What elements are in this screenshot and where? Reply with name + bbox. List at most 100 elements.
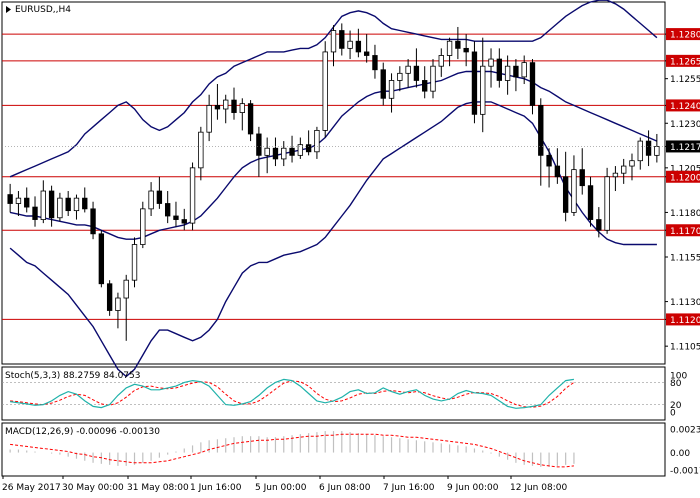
candle-body bbox=[272, 147, 279, 160]
candle-body bbox=[140, 208, 146, 245]
candle-body bbox=[422, 80, 428, 92]
candle-body bbox=[206, 105, 212, 133]
stoch-label: Stoch(5,3,3) 88.2759 84.0753 bbox=[5, 371, 140, 381]
time-axis-label: 1 Jun 16:00 bbox=[190, 483, 242, 493]
candle-body bbox=[82, 197, 88, 210]
candle-body bbox=[562, 176, 569, 213]
candle-body bbox=[363, 51, 370, 56]
price-axis-label: 1.1180 bbox=[670, 209, 700, 219]
time-axis-label: 9 Jun 00:00 bbox=[447, 483, 499, 493]
price-panel-frame bbox=[1, 1, 666, 365]
candle-body bbox=[173, 215, 179, 220]
candle-body bbox=[488, 58, 494, 67]
macd-axis-label: -0.0017 bbox=[670, 466, 700, 476]
candle-body bbox=[521, 62, 527, 78]
candle-body bbox=[15, 197, 22, 204]
level-label-bg bbox=[666, 28, 700, 41]
candle-body bbox=[579, 169, 585, 187]
candle-body bbox=[629, 160, 635, 167]
time-axis-label: 5 Jun 00:00 bbox=[255, 483, 307, 493]
time-axis-label: 30 May 00:00 bbox=[62, 483, 124, 493]
stoch-main-line bbox=[10, 378, 574, 409]
candle-body bbox=[264, 147, 270, 156]
candle-body bbox=[496, 58, 503, 81]
stoch-panel-frame bbox=[1, 366, 666, 421]
time-axis-label: 26 May 2017 bbox=[2, 483, 61, 493]
candle-body bbox=[587, 185, 594, 220]
stoch-axis-label: 20 bbox=[670, 401, 682, 411]
price-axis-label: 1.1255 bbox=[670, 75, 700, 85]
level-label-bg bbox=[666, 54, 700, 67]
price-axis-label: 1.1130 bbox=[670, 298, 700, 308]
candle-body bbox=[455, 40, 461, 49]
candle-body bbox=[612, 172, 619, 178]
candle-body bbox=[24, 197, 30, 208]
time-axis-label: 31 May 08:00 bbox=[127, 483, 189, 493]
candle-body bbox=[372, 55, 378, 71]
candle-body bbox=[413, 65, 420, 81]
candle-body bbox=[7, 194, 13, 204]
level-price-label: 1.1280 bbox=[670, 31, 700, 41]
candle-body bbox=[463, 47, 469, 53]
candle-body bbox=[438, 55, 444, 67]
price-axis-label: 1.1105 bbox=[670, 343, 700, 353]
current-price-label: 1.1217 bbox=[670, 143, 700, 153]
stoch-axis-label: 100 bbox=[670, 372, 687, 382]
candle-body bbox=[430, 65, 436, 92]
macd-axis-label: 0.00 bbox=[670, 449, 690, 459]
candle-body bbox=[380, 69, 386, 99]
level-price-label: 1.1240 bbox=[670, 102, 700, 112]
candle-body bbox=[297, 144, 304, 156]
candle-body bbox=[289, 147, 295, 156]
candle-body bbox=[480, 65, 486, 115]
symbol-marker-icon bbox=[6, 6, 11, 13]
stoch-signal-line bbox=[10, 380, 575, 408]
candle-body bbox=[446, 40, 453, 56]
candle-body bbox=[397, 72, 403, 81]
candle-body bbox=[571, 169, 577, 213]
candle-body bbox=[281, 147, 287, 160]
level-price-label: 1.1200 bbox=[670, 173, 700, 183]
candle-body bbox=[181, 219, 187, 224]
level-label-bg bbox=[666, 224, 700, 237]
candle-body bbox=[164, 203, 171, 217]
candle-body bbox=[355, 40, 362, 53]
time-axis-label: 6 Jun 08:00 bbox=[319, 483, 371, 493]
candle-body bbox=[90, 208, 96, 235]
candle-body bbox=[405, 65, 411, 74]
candle-body bbox=[98, 233, 105, 285]
candle-body bbox=[305, 144, 312, 153]
candle-body bbox=[596, 219, 602, 231]
candle-body bbox=[189, 167, 196, 224]
time-axis-label: 7 Jun 16:00 bbox=[383, 483, 435, 493]
macd-signal-line bbox=[10, 433, 574, 468]
candle-body bbox=[40, 190, 46, 220]
price-axis-label: 1.1155 bbox=[670, 254, 700, 264]
candle-body bbox=[554, 165, 561, 178]
price-axis-label: 1.1205 bbox=[670, 164, 700, 174]
candle-body bbox=[48, 190, 55, 219]
candle-body bbox=[256, 133, 262, 156]
candle-body bbox=[32, 206, 38, 220]
candle-body bbox=[604, 176, 610, 231]
candle-body bbox=[347, 40, 353, 49]
candle-body bbox=[637, 140, 643, 162]
candle-body bbox=[322, 51, 328, 131]
candle-body bbox=[314, 129, 320, 153]
candle-body bbox=[65, 197, 71, 212]
candle-body bbox=[645, 140, 652, 156]
candle-body bbox=[504, 65, 511, 81]
candle-body bbox=[247, 103, 254, 135]
candle-body bbox=[106, 283, 113, 311]
candle-body bbox=[546, 154, 552, 167]
candle-body bbox=[198, 131, 204, 169]
candle-body bbox=[131, 244, 138, 281]
candle-body bbox=[621, 165, 627, 174]
candle-body bbox=[529, 62, 536, 106]
candle-body bbox=[223, 99, 229, 110]
level-price-label: 1.1170 bbox=[670, 227, 700, 237]
bollinger-lower-band bbox=[9, 101, 657, 378]
symbol-header bbox=[6, 6, 11, 13]
